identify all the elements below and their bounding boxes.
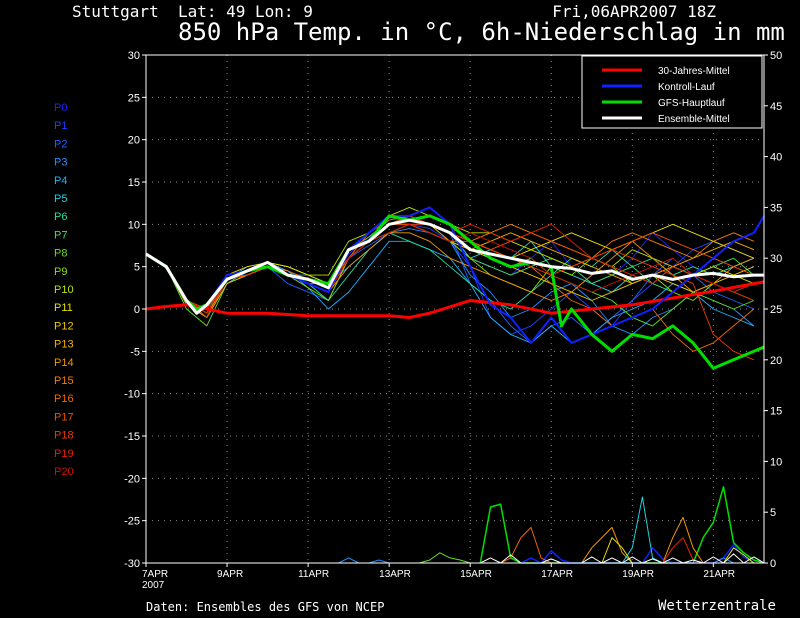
y2-tick-label: 35 (770, 202, 782, 214)
member-label-p14: P14 (54, 357, 74, 369)
legend-box (581, 55, 763, 129)
legend-label: GFS-Hauptlauf (658, 98, 725, 109)
precip-line-p14 (581, 516, 704, 564)
x-tick-label: 11APR (298, 569, 329, 580)
y-tick-label: -25 (124, 516, 140, 528)
member-label-p13: P13 (54, 339, 74, 351)
y2-tick-label: 40 (770, 152, 782, 164)
member-label-p19: P19 (54, 448, 74, 460)
y2-tick-label: 20 (770, 355, 782, 367)
member-label-p4: P4 (54, 175, 67, 187)
x-tick-label: 21APR (703, 569, 735, 580)
location-header: Stuttgart Lat: 49 Lon: 9 (72, 2, 313, 21)
y-tick-label: 20 (128, 135, 140, 147)
member-label-p10: P10 (54, 284, 74, 296)
member-line-p4 (145, 240, 755, 344)
lat-lon: Lat: 49 Lon: 9 (177, 2, 313, 21)
data-source: Daten: Ensembles des GFS von NCEP (146, 600, 385, 614)
member-label-p20: P20 (54, 466, 74, 478)
y-tick-label: -30 (124, 558, 140, 570)
plot-frame (145, 54, 765, 564)
legend-label: 30-Jahres-Mittel (658, 66, 730, 77)
y-tick-label: 30 (128, 50, 140, 62)
legend-label: Kontroll-Lauf (658, 82, 715, 93)
y-tick-label: 15 (128, 177, 140, 189)
y-tick-label: -10 (124, 389, 140, 401)
x-tick-label: 19APR (622, 569, 654, 580)
x-tick-label: 9APR (217, 569, 243, 580)
x-tick-label: 15APR (460, 569, 492, 580)
member-label-p17: P17 (54, 411, 74, 423)
y-tick-label: -5 (130, 346, 140, 358)
location-name: Stuttgart (72, 2, 159, 21)
y-tick-label: 5 (134, 262, 140, 274)
x-tick-sublabel: 2007 (142, 580, 165, 591)
member-label-p12: P12 (54, 320, 74, 332)
y2-tick-label: 10 (770, 456, 782, 468)
y-tick-label: -20 (124, 473, 140, 485)
grid (146, 55, 764, 563)
member-label-p11: P11 (54, 302, 73, 314)
y-tick-label: -15 (124, 431, 140, 443)
precip-line-p5 (621, 496, 663, 564)
member-label-p16: P16 (54, 393, 74, 405)
y-tick-label: 0 (134, 304, 140, 316)
ensemble-members (145, 206, 755, 361)
y2-tick-label: 5 (770, 507, 776, 519)
member-label-p5: P5 (54, 193, 67, 205)
member-label-p3: P3 (54, 157, 67, 169)
chart-title: 850 hPa Temp. in °C, 6h-Niederschlag in … (178, 18, 785, 46)
y-tick-label: 25 (128, 92, 140, 104)
y2-tick-label: 50 (770, 50, 782, 62)
y2-tick-label: 45 (770, 101, 782, 113)
precip-line-p16 (500, 526, 552, 564)
y2-tick-label: 30 (770, 253, 782, 265)
y2-tick-label: 15 (770, 406, 782, 418)
member-label-p9: P9 (54, 266, 67, 278)
x-tick-label: 7APR (142, 569, 168, 580)
member-label-p6: P6 (54, 211, 67, 223)
series-line-climate (145, 280, 765, 319)
y2-tick-label: 0 (770, 558, 776, 570)
y2-tick-label: 25 (770, 304, 782, 316)
series-line-mean (145, 218, 764, 315)
precip-line-p8 (419, 552, 471, 564)
x-tick-label: 13APR (379, 569, 411, 580)
member-label-p7: P7 (54, 229, 67, 241)
member-label-p0: P0 (54, 102, 67, 114)
precip-line-p19 (662, 537, 704, 564)
y-tick-label: 10 (128, 219, 140, 231)
brand: Wetterzentrale (657, 598, 776, 614)
legend-label: Ensemble-Mittel (658, 114, 730, 125)
member-label-p8: P8 (54, 248, 67, 260)
member-label-p1: P1 (54, 120, 67, 132)
run-timestamp: Fri,06APR2007 18Z (552, 2, 716, 21)
member-line-p3 (145, 228, 755, 335)
x-tick-label: 17APR (541, 569, 573, 580)
member-label-p18: P18 (54, 430, 74, 442)
member-label-p15: P15 (54, 375, 74, 387)
member-label-p2: P2 (54, 138, 67, 150)
